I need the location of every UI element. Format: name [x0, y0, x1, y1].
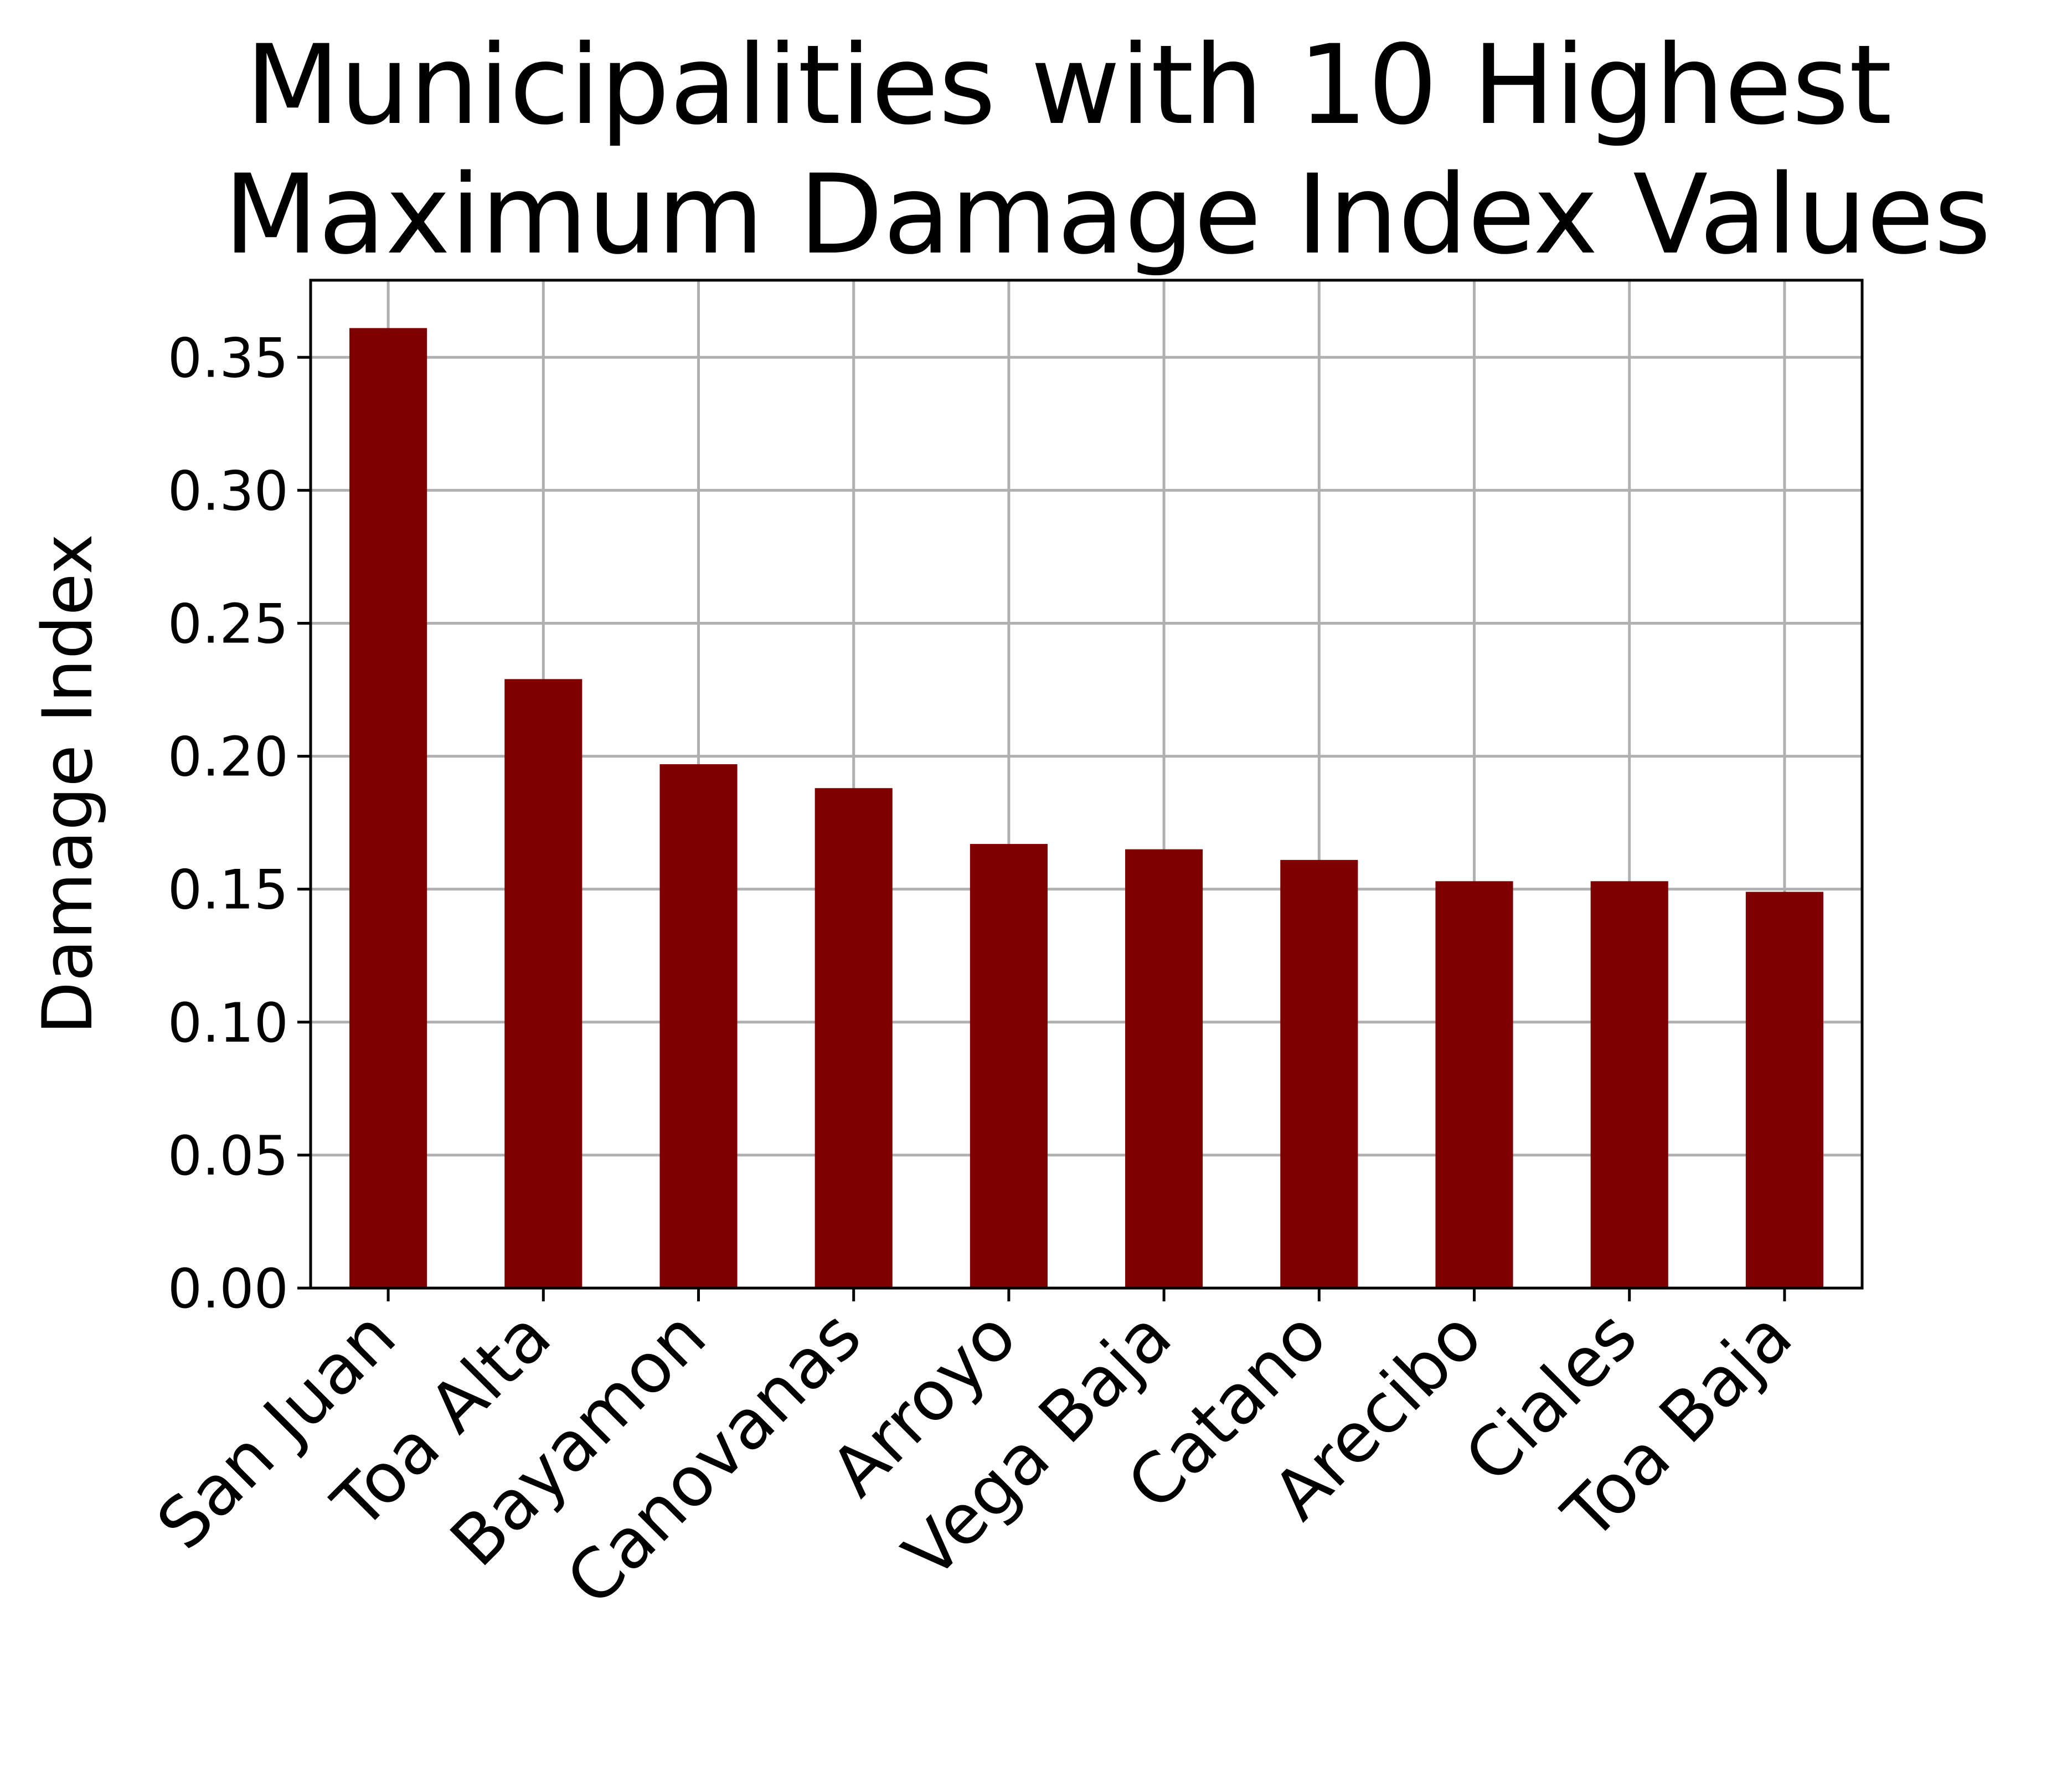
chart-title-line-2: Maximum Damage Index Values [224, 151, 1991, 279]
bars [349, 328, 1823, 1288]
bar-ciales [1590, 881, 1668, 1288]
bar-vega-baja [1125, 849, 1203, 1288]
y-tick-label-0: 0.00 [168, 1258, 288, 1321]
axes [309, 279, 1864, 1290]
bar-toa-alta [504, 679, 583, 1288]
y-tick-label-2: 0.10 [168, 992, 288, 1055]
y-tick-label-7: 0.35 [168, 327, 288, 390]
y-axis-ticks: 0.00 0.05 0.10 0.15 0.20 0.25 0.30 0.35 [168, 327, 311, 1321]
bar-san-juan [349, 328, 427, 1288]
y-tick-label-5: 0.25 [168, 593, 288, 656]
plot-frame [309, 279, 1864, 1290]
y-tick-label-4: 0.20 [168, 726, 288, 789]
bar-toa-baja [1745, 892, 1823, 1288]
bar-catano [1280, 859, 1358, 1288]
y-tick-label-3: 0.15 [168, 859, 288, 922]
bar-arecibo [1435, 881, 1513, 1288]
chart-title-line-1: Municipalities with 10 Highest [245, 21, 1892, 149]
y-axis-label: Damage Index [28, 534, 108, 1034]
bar-bayamon [659, 764, 738, 1288]
bar-canovanas [815, 788, 893, 1288]
y-tick-label-6: 0.30 [168, 460, 288, 523]
y-tick-label-1: 0.05 [168, 1125, 288, 1188]
bar-arroyo [970, 844, 1048, 1288]
chart-title: Municipalities with 10 Highest Maximum D… [224, 21, 1991, 279]
